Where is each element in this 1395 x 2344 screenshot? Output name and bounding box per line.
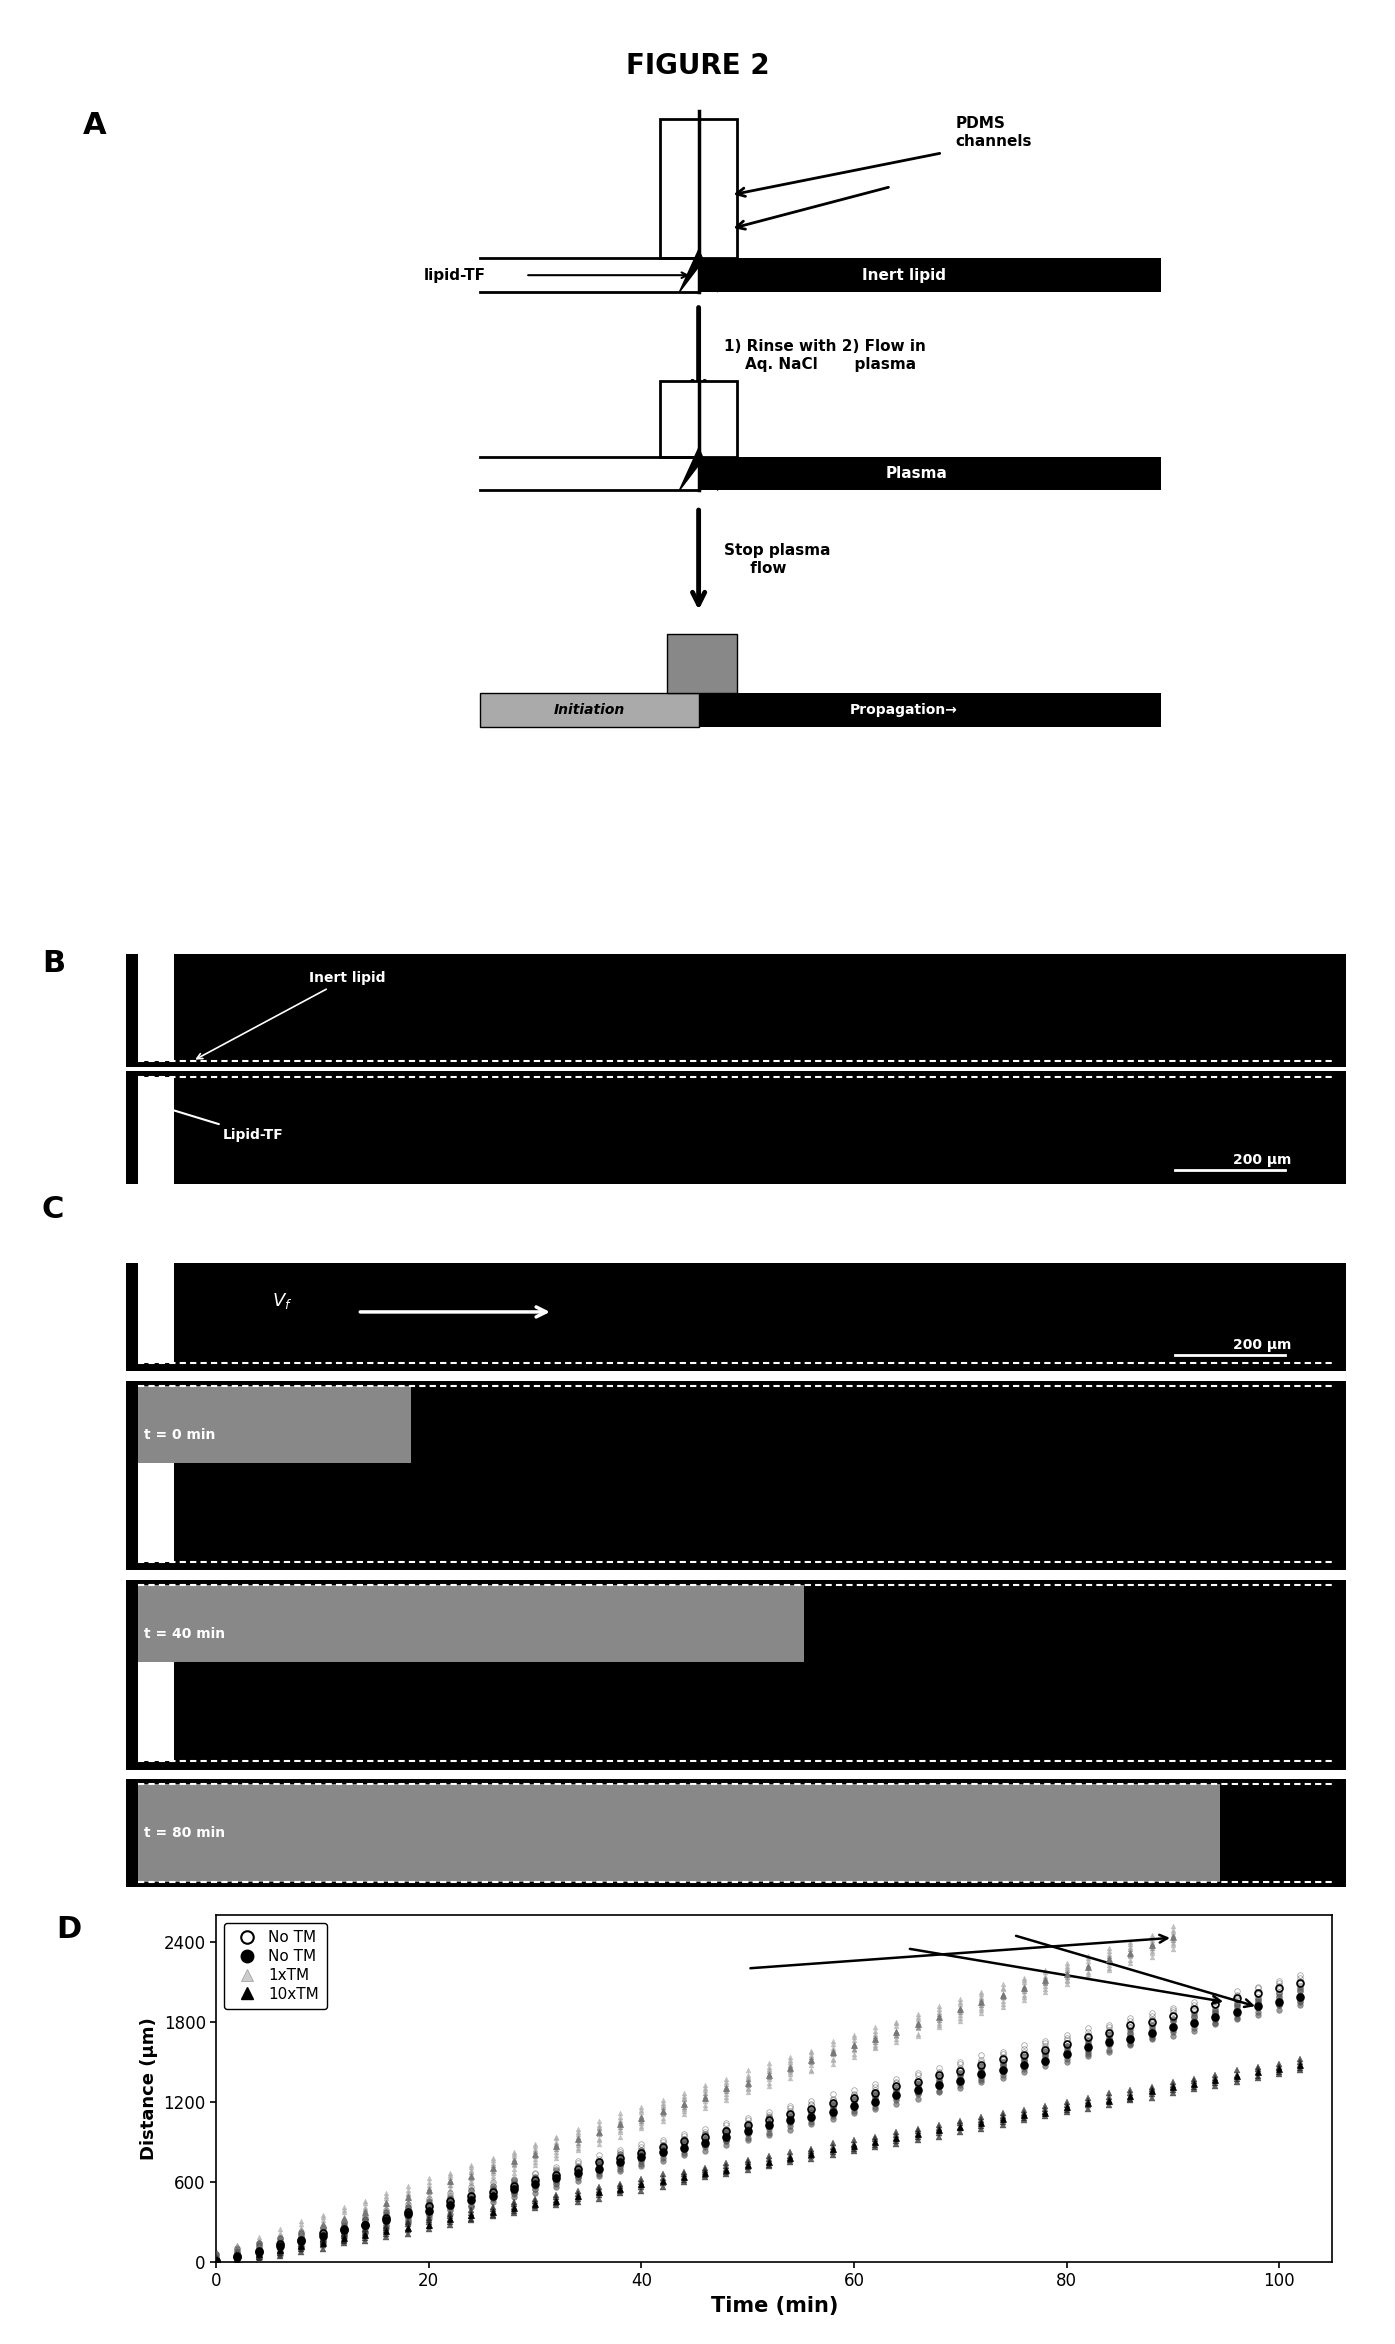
Text: PDMS
channels: PDMS channels [956, 117, 1032, 148]
Text: B: B [42, 949, 66, 977]
Text: FIGURE 2: FIGURE 2 [626, 52, 769, 80]
Bar [138, 1784, 1219, 1882]
Bar [699, 258, 1161, 293]
Bar [138, 954, 174, 1062]
Bar [138, 1263, 174, 1362]
Text: Initiation: Initiation [554, 703, 625, 717]
Bar [480, 694, 699, 727]
Bar [699, 694, 1161, 727]
Polygon shape [679, 448, 718, 490]
Text: Plasma: Plasma [886, 466, 947, 481]
Text: A: A [82, 110, 106, 141]
Bar [138, 1076, 174, 1184]
Bar [699, 457, 1161, 490]
Text: 200 μm: 200 μm [1233, 1153, 1292, 1167]
Bar [138, 1662, 174, 1760]
Text: C: C [42, 1195, 64, 1224]
Text: Propagation→: Propagation→ [850, 703, 958, 717]
Bar [667, 633, 737, 694]
Bar [138, 1585, 804, 1683]
Text: Inert lipid: Inert lipid [862, 267, 946, 284]
Bar [138, 1385, 412, 1484]
Text: 200 μm: 200 μm [1233, 1338, 1292, 1352]
Bar [660, 120, 737, 258]
Text: lipid-TF: lipid-TF [424, 267, 485, 284]
Text: t = 80 min: t = 80 min [144, 1826, 225, 1840]
Text: D: D [56, 1915, 81, 1943]
X-axis label: Time (min): Time (min) [710, 2295, 838, 2316]
Bar [660, 380, 737, 457]
Text: Inert lipid: Inert lipid [197, 970, 385, 1059]
Text: t = 40 min: t = 40 min [144, 1627, 225, 1641]
Text: 1) Rinse with 2) Flow in
    Aq. NaCl       plasma: 1) Rinse with 2) Flow in Aq. NaCl plasma [724, 340, 926, 373]
Legend: No TM, No TM, 1xTM, 10xTM: No TM, No TM, 1xTM, 10xTM [223, 1922, 326, 2009]
Polygon shape [679, 251, 718, 293]
Y-axis label: Distance (μm): Distance (μm) [140, 2018, 158, 2159]
Text: t = 0 min: t = 0 min [144, 1427, 215, 1442]
Text: $V_f$: $V_f$ [272, 1292, 293, 1310]
Text: Lipid-TF: Lipid-TF [160, 1106, 285, 1142]
Bar [138, 1463, 174, 1561]
Text: Stop plasma
     flow: Stop plasma flow [724, 544, 831, 577]
